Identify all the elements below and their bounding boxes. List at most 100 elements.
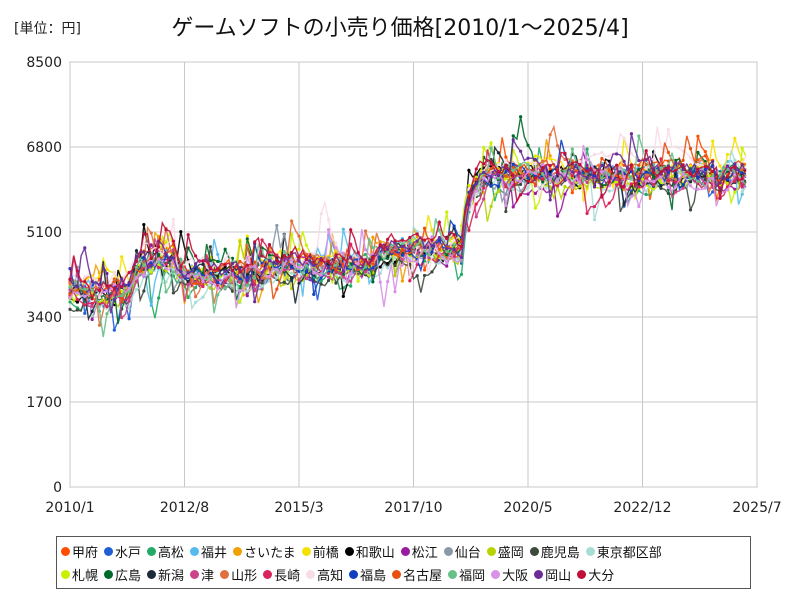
legend-swatch (220, 570, 230, 579)
data-point (548, 198, 552, 202)
series-layer (68, 115, 747, 338)
data-point (629, 132, 634, 136)
data-point (238, 280, 242, 285)
data-point (334, 241, 338, 245)
data-point (238, 239, 242, 244)
data-point (637, 163, 641, 167)
data-point (223, 247, 227, 251)
data-point (134, 249, 139, 253)
data-point (430, 238, 434, 242)
data-point (430, 270, 434, 274)
data-point (75, 291, 79, 295)
data-point (326, 217, 331, 222)
data-point (97, 296, 102, 300)
data-point (504, 155, 508, 159)
legend-item: 大阪 (491, 565, 528, 584)
data-point (356, 265, 360, 269)
data-point (459, 259, 464, 263)
data-point (681, 167, 685, 172)
data-point (600, 150, 604, 155)
data-point (733, 173, 737, 177)
data-point (238, 259, 242, 264)
data-point (334, 281, 338, 285)
data-point (297, 247, 301, 251)
x-tick-label: 2010/1 (45, 500, 94, 516)
data-point (607, 189, 611, 193)
data-point (474, 189, 478, 193)
data-point (75, 308, 79, 312)
data-point (740, 171, 744, 175)
data-point (319, 273, 323, 277)
data-point (275, 267, 279, 272)
data-point (467, 228, 471, 232)
data-point (629, 191, 634, 195)
data-point (578, 159, 582, 163)
legend-swatch (190, 570, 200, 579)
data-point (445, 264, 449, 268)
data-point (592, 174, 597, 178)
data-point (326, 256, 331, 260)
data-point (105, 289, 109, 293)
data-point (164, 290, 168, 294)
data-point (711, 176, 715, 181)
data-point (275, 276, 279, 280)
data-point (275, 223, 279, 228)
data-point (386, 237, 390, 241)
data-point (193, 262, 198, 266)
data-point (452, 258, 456, 262)
data-point (326, 275, 331, 279)
data-point (578, 181, 582, 185)
data-point (290, 258, 294, 263)
data-point (326, 228, 331, 232)
data-point (83, 280, 87, 284)
data-point (230, 256, 235, 260)
legend-item: 津 (190, 565, 214, 584)
data-point (208, 275, 212, 279)
legend-swatch (392, 570, 402, 579)
data-point (511, 187, 515, 192)
legend-item: さいたま (233, 542, 296, 561)
data-point (68, 266, 72, 271)
data-point (696, 179, 700, 183)
data-point (290, 219, 294, 223)
data-point (282, 250, 286, 254)
chart-title: ゲームソフトの小売り価格[2010/1〜2025/4] (171, 16, 629, 41)
data-point (400, 242, 405, 246)
data-point (533, 154, 537, 158)
data-point (267, 243, 272, 247)
data-point (688, 172, 693, 176)
data-point (445, 256, 449, 260)
data-point (238, 299, 242, 303)
legend-label: 福井 (201, 546, 228, 561)
data-point (290, 265, 294, 269)
data-point (740, 190, 744, 194)
data-point (171, 239, 176, 243)
data-point (519, 162, 523, 167)
series-line (69, 150, 747, 302)
data-point (526, 192, 530, 196)
data-point (134, 287, 139, 292)
data-point (105, 271, 109, 276)
data-point (363, 265, 368, 269)
data-point (570, 170, 574, 174)
data-point (422, 226, 427, 230)
legend-item: 岡山 (534, 565, 571, 584)
data-point (511, 134, 515, 138)
data-point (319, 258, 323, 262)
data-point (570, 147, 574, 151)
data-point (703, 186, 707, 190)
data-point (127, 317, 131, 321)
data-point (570, 159, 574, 163)
data-point (637, 134, 641, 138)
data-point (644, 166, 648, 170)
data-point (555, 179, 560, 183)
data-point (607, 154, 611, 158)
data-point (127, 286, 131, 291)
data-point (615, 152, 619, 156)
data-point (415, 239, 419, 243)
data-point (674, 145, 678, 149)
data-point (711, 190, 715, 194)
data-point (563, 184, 567, 189)
data-point (541, 184, 545, 188)
data-point (134, 275, 139, 280)
